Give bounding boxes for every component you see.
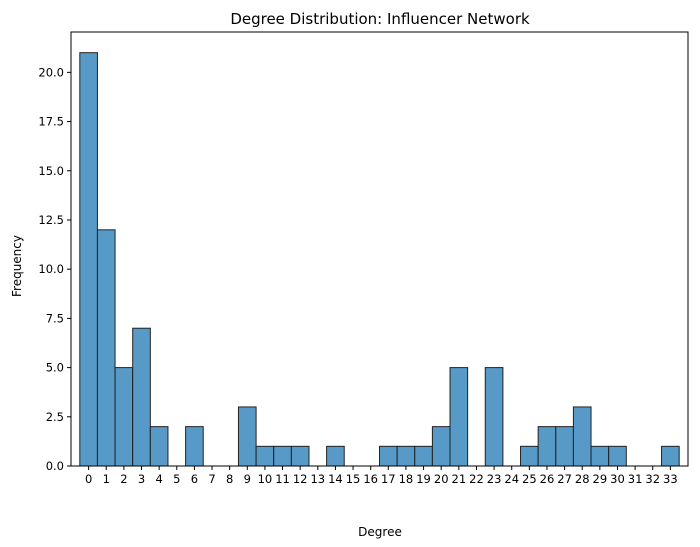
x-tick-label: 0	[85, 472, 92, 486]
bar-degree-26	[537, 426, 557, 467]
bar-degree-14	[326, 445, 345, 467]
chart-title: Degree Distribution: Influencer Network	[230, 10, 530, 28]
x-tick-label: 21	[452, 472, 467, 486]
x-tick-label: 19	[416, 472, 431, 486]
y-tick-label: 12.5	[38, 213, 64, 227]
x-tick-label: 26	[540, 472, 555, 486]
bar-degree-2	[114, 367, 134, 467]
x-tick-label: 25	[522, 472, 537, 486]
bar-degree-19	[414, 445, 433, 467]
y-tick-label: 2.5	[46, 410, 64, 424]
x-tick-label: 28	[575, 472, 590, 486]
bar-degree-6	[185, 426, 204, 467]
y-axis-label: Frequency	[10, 235, 24, 297]
bar-degree-29	[590, 445, 610, 467]
plot-frame	[70, 31, 689, 467]
x-tick-label: 29	[593, 472, 608, 486]
bar-degree-12	[290, 445, 310, 467]
y-ticks-group: 0.0 2.5 5.0 7.5 10.0 12.5 15.0 17.5 20.0	[38, 65, 71, 473]
x-tick-label: 3	[138, 472, 145, 486]
x-tick-label: 9	[244, 472, 251, 486]
bar-degree-9	[237, 406, 257, 467]
x-tick-label: 27	[557, 472, 572, 486]
x-tick-label: 15	[346, 472, 361, 486]
x-tick-label: 31	[628, 472, 643, 486]
bar-degree-1	[96, 229, 116, 467]
x-tick-label: 11	[275, 472, 290, 486]
x-tick-label: 10	[258, 472, 273, 486]
x-tick-label: 32	[645, 472, 660, 486]
bar-degree-33	[661, 445, 680, 467]
x-tick-label: 5	[173, 472, 180, 486]
bar-degree-10	[255, 445, 275, 467]
bars-group	[79, 52, 680, 467]
x-tick-label: 23	[487, 472, 502, 486]
y-tick-label: 7.5	[46, 311, 64, 325]
x-tick-label: 1	[103, 472, 110, 486]
x-tick-label: 16	[363, 472, 378, 486]
bar-degree-30	[608, 445, 627, 467]
x-tick-label: 4	[155, 472, 162, 486]
bar-degree-27	[555, 426, 574, 467]
y-tick-label: 5.0	[46, 361, 64, 375]
bar-degree-28	[572, 406, 592, 467]
x-ticks-group: 0 1 2 3 4 5 6 7 8 9 10 11 12 13 14 15 16 17 18 19 20 21 22 23 24…	[85, 466, 678, 486]
x-tick-label: 2	[120, 472, 127, 486]
x-tick-label: 20	[434, 472, 449, 486]
x-tick-label: 8	[226, 472, 233, 486]
bar-degree-0	[79, 52, 98, 467]
y-tick-label: 20.0	[38, 65, 64, 79]
x-tick-label: 17	[381, 472, 396, 486]
x-tick-label: 18	[399, 472, 414, 486]
bar-degree-25	[520, 445, 539, 467]
bar-degree-21	[449, 367, 469, 467]
x-tick-label: 7	[208, 472, 215, 486]
bar-degree-11	[273, 445, 292, 467]
bar-degree-18	[396, 445, 416, 467]
bar-degree-3	[132, 327, 151, 467]
x-tick-label: 33	[663, 472, 678, 486]
bar-degree-4	[149, 426, 169, 467]
x-tick-label: 14	[328, 472, 343, 486]
bar-degree-23	[484, 367, 504, 467]
bar-degree-17	[379, 445, 398, 467]
x-tick-label: 6	[191, 472, 198, 486]
x-tick-label: 24	[504, 472, 519, 486]
x-tick-label: 22	[469, 472, 484, 486]
y-tick-label: 10.0	[38, 262, 64, 276]
y-tick-label: 15.0	[38, 164, 64, 178]
x-tick-label: 13	[310, 472, 325, 486]
x-tick-label: 30	[610, 472, 625, 486]
bar-degree-20	[431, 426, 451, 467]
x-axis-label: Degree	[358, 525, 402, 539]
x-tick-label: 12	[293, 472, 308, 486]
y-tick-label: 0.0	[46, 459, 64, 473]
y-tick-label: 17.5	[38, 115, 64, 129]
